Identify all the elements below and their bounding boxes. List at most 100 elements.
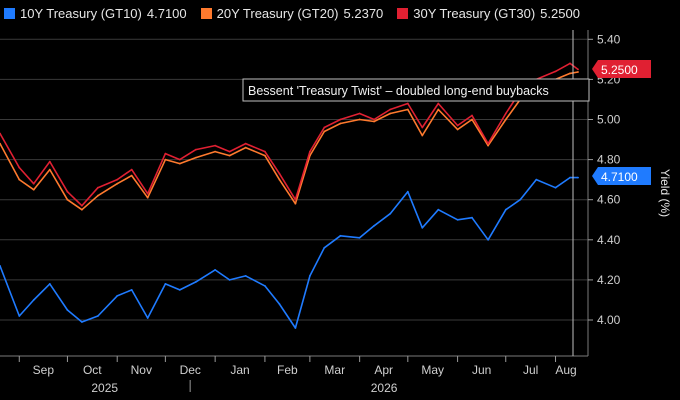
- data-point: [373, 118, 375, 121]
- data-point: [228, 279, 231, 281]
- data-point: [146, 317, 149, 319]
- x-tick-label: Jul: [523, 363, 538, 377]
- annotation-box: Bessent 'Treasury Twist' – doubled long-…: [242, 78, 590, 102]
- data-point: [323, 130, 326, 133]
- data-point: [66, 309, 69, 311]
- data-point: [406, 108, 409, 111]
- x-tick-label: Nov: [131, 363, 152, 377]
- data-point: [18, 178, 21, 181]
- x-tick-label: Sep: [33, 363, 55, 377]
- last-value-tag-30y-text: 5.2500: [601, 63, 638, 77]
- last-value-tag-10y-text: 4.7100: [601, 170, 638, 184]
- data-point: [48, 283, 51, 285]
- data-point: [373, 120, 375, 123]
- data-point: [146, 192, 149, 195]
- data-point: [535, 178, 538, 181]
- legend-value-10y: 4.7100: [146, 6, 187, 21]
- legend-label-20y: 20Y Treasury (GT20): [216, 6, 339, 21]
- y-tick-label: 4.20: [597, 273, 621, 287]
- data-point: [244, 275, 247, 277]
- data-point: [130, 289, 133, 291]
- data-point: [358, 118, 361, 121]
- data-point: [195, 156, 197, 159]
- data-point: [421, 126, 424, 129]
- data-point: [339, 118, 342, 121]
- data-point: [309, 150, 311, 153]
- data-point: [264, 150, 266, 153]
- data-point: [116, 295, 119, 297]
- data-point: [577, 71, 579, 73]
- data-point: [389, 212, 392, 215]
- legend: 10Y Treasury (GT10) 4.7100 20Y Treasury …: [4, 6, 580, 21]
- data-point: [66, 198, 69, 201]
- data-point: [323, 126, 326, 129]
- data-point: [264, 285, 266, 287]
- y-tick-label: 5.40: [597, 32, 621, 46]
- annotation-text: Bessent 'Treasury Twist' – doubled long-…: [248, 84, 549, 98]
- legend-item-20y[interactable]: 20Y Treasury (GT20) 5.2370: [200, 6, 383, 21]
- last-value-tag-10y: 4.7100: [592, 167, 651, 185]
- data-point: [228, 154, 231, 157]
- data-point: [18, 315, 21, 317]
- data-point: [116, 178, 119, 181]
- data-point: [554, 186, 557, 189]
- data-point: [244, 146, 247, 149]
- data-point: [178, 162, 181, 165]
- data-point: [389, 112, 392, 115]
- x-tick-label: Jun: [472, 363, 491, 377]
- x-tick-label: Apr: [374, 363, 393, 377]
- data-point: [577, 68, 579, 71]
- data-point: [146, 196, 149, 199]
- data-point: [389, 108, 392, 111]
- data-point: [32, 188, 35, 191]
- data-point: [294, 202, 297, 205]
- data-point: [81, 208, 83, 211]
- data-point: [456, 128, 459, 131]
- data-point: [214, 144, 217, 147]
- data-point: [81, 321, 83, 323]
- data-point: [487, 144, 489, 147]
- data-point: [437, 102, 440, 105]
- data-point: [421, 134, 424, 137]
- data-point: [421, 226, 424, 229]
- data-point: [309, 275, 311, 277]
- data-point: [116, 182, 119, 185]
- legend-swatch-30y: [397, 8, 409, 19]
- data-point: [97, 315, 99, 317]
- data-point: [554, 70, 557, 73]
- data-point: [456, 218, 459, 221]
- data-point: [437, 108, 440, 111]
- legend-swatch-10y: [4, 8, 15, 19]
- data-point: [97, 194, 99, 197]
- data-point: [244, 142, 247, 145]
- data-point: [504, 118, 507, 121]
- data-point: [18, 166, 21, 169]
- data-point: [504, 208, 507, 211]
- data-point: [264, 154, 266, 157]
- data-point: [32, 299, 35, 301]
- x-tick-label: Jan: [230, 363, 249, 377]
- data-point: [577, 176, 579, 179]
- data-point: [130, 168, 133, 171]
- data-point: [81, 204, 83, 207]
- data-point: [323, 246, 326, 249]
- data-point: [339, 122, 342, 125]
- data-point: [339, 234, 342, 237]
- data-point: [97, 186, 99, 189]
- y-tick-label: 4.40: [597, 233, 621, 247]
- legend-value-30y: 5.2500: [540, 6, 580, 21]
- legend-item-10y[interactable]: 10Y Treasury (GT10) 4.7100: [4, 6, 187, 21]
- data-point: [130, 174, 133, 177]
- data-point: [471, 216, 473, 219]
- data-point: [214, 150, 217, 153]
- x-tick-label: Feb: [277, 363, 298, 377]
- data-point: [294, 327, 297, 329]
- legend-label-10y: 10Y Treasury (GT10): [20, 6, 142, 21]
- data-point: [406, 190, 409, 193]
- data-point: [358, 112, 361, 115]
- y-tick-label: 4.00: [597, 313, 621, 327]
- x-tick-label: May: [421, 363, 444, 377]
- legend-item-30y[interactable]: 30Y Treasury (GT30) 5.2500: [397, 6, 580, 21]
- y-tick-label: 5.00: [597, 113, 621, 127]
- data-point: [164, 158, 167, 161]
